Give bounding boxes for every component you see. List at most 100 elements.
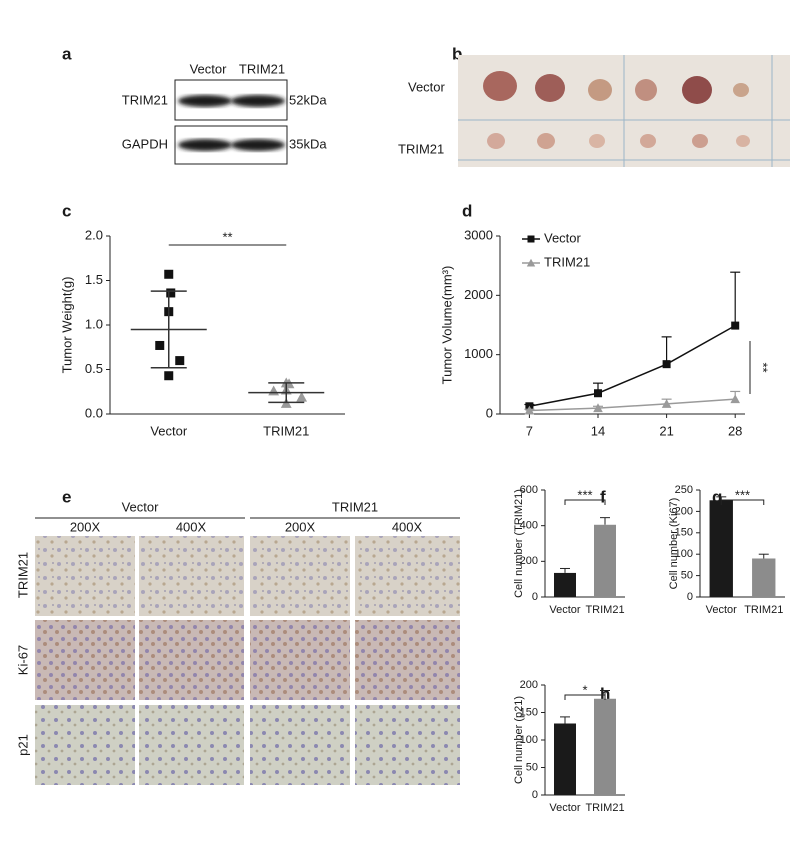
y-tick-label: 0.5 (85, 361, 103, 376)
data-point (155, 340, 165, 350)
y-tick-label: 1.0 (85, 316, 103, 331)
y-axis-label: Cell number (TRIM21) (513, 489, 525, 598)
row-label: Vector (408, 79, 446, 94)
y-tick-label: 0 (532, 789, 538, 801)
row-label: p21 (15, 734, 30, 756)
y-tick-label: 150 (520, 706, 538, 718)
y-tick-label: 1.5 (85, 272, 103, 287)
y-tick-label: 0.0 (85, 405, 103, 420)
bar (554, 723, 576, 795)
x-tick-label: 14 (591, 423, 605, 438)
y-tick-label: 100 (520, 734, 538, 746)
data-point (268, 385, 280, 396)
y-tick-label: 200 (675, 505, 693, 517)
micrograph-texture (355, 705, 460, 785)
x-tick-label: 7 (526, 423, 533, 438)
data-point (594, 389, 602, 398)
micrograph-texture (355, 536, 460, 616)
data-point (296, 391, 308, 402)
legend-marker (526, 258, 536, 267)
bar (594, 524, 616, 597)
significance-bracket (564, 499, 606, 505)
magnification: 200X (285, 519, 316, 534)
micrograph-texture (250, 536, 350, 616)
y-tick-label: 600 (520, 484, 538, 496)
x-tick-label: TRIM21 (263, 423, 309, 438)
magnification: 200X (70, 519, 101, 534)
x-tick-label: TRIM21 (744, 604, 783, 616)
micrograph-texture (139, 705, 244, 785)
bar (594, 698, 616, 795)
y-tick-label: 50 (681, 570, 693, 582)
charts: c Tumor Weight(g) 0.0 0.5 1.0 1.5 2.0 Vector TRI… (59, 201, 785, 814)
micrograph-texture (139, 620, 244, 700)
legend-label: Vector (544, 230, 582, 245)
blot-size: 35kDa (289, 136, 327, 151)
x-tick-label: Vector (549, 604, 581, 616)
significance: *** (735, 487, 750, 502)
y-tick-label: 50 (526, 761, 538, 773)
group-label: Vector (122, 499, 160, 514)
significance-bracket (564, 694, 606, 700)
data-point (730, 394, 740, 404)
group-label: TRIM21 (332, 499, 378, 514)
y-tick-label: 100 (675, 548, 693, 560)
data-point (164, 371, 174, 381)
y-tick-label: 250 (675, 484, 693, 496)
panel-letter: a (62, 44, 72, 63)
y-tick-label: 150 (675, 527, 693, 539)
panel-letter: c (62, 201, 71, 220)
y-axis-label: Tumor Volume(mm³) (439, 266, 454, 385)
row-label: TRIM21 (398, 141, 444, 156)
micrograph-texture (355, 620, 460, 700)
blot-size: 52kDa (289, 92, 327, 107)
lane-label: TRIM21 (239, 61, 285, 76)
micrograph-texture (35, 536, 135, 616)
panel-letter: e (62, 487, 71, 506)
data-point (661, 399, 672, 408)
panel-letter: b (452, 44, 462, 63)
micrograph-texture (250, 705, 350, 785)
data-point (164, 269, 174, 279)
x-tick-label: Vector (706, 604, 738, 616)
y-tick-label: 200 (520, 555, 538, 567)
data-point (593, 403, 603, 413)
series-line (529, 398, 736, 412)
magnification: 400X (176, 519, 207, 534)
data-point (524, 405, 535, 415)
y-tick-label: 3000 (464, 227, 493, 242)
tumor-photo (458, 55, 790, 167)
panel-letter: f (600, 487, 606, 506)
significance: * (582, 682, 587, 697)
data-point (166, 288, 176, 298)
x-tick-label: TRIM21 (585, 604, 624, 616)
y-axis-label: Cell number (Ki67) (668, 498, 680, 590)
legend-label: TRIM21 (544, 254, 590, 269)
x-tick-label: Vector (549, 802, 581, 814)
series-line (529, 324, 736, 408)
y-tick-label: 0 (532, 591, 538, 603)
lane-label: Vector (190, 61, 228, 76)
x-tick-label: 28 (728, 423, 742, 438)
row-label: TRIM21 (15, 552, 30, 598)
panel-letter: d (462, 201, 472, 220)
blot-label: GAPDH (122, 136, 168, 151)
significance: ** (222, 229, 232, 244)
y-tick-label: 2000 (464, 287, 493, 302)
y-tick-label: 200 (520, 679, 538, 691)
micrograph-texture (250, 620, 350, 700)
data-point (175, 356, 185, 366)
bar (709, 500, 733, 597)
x-tick-label: TRIM21 (585, 802, 624, 814)
y-tick-label: 1000 (464, 346, 493, 361)
bar (752, 558, 776, 597)
blot-label: TRIM21 (122, 92, 168, 107)
y-tick-label: 2.0 (85, 227, 103, 242)
bar (554, 572, 576, 597)
micrograph-texture (139, 536, 244, 616)
significance-bracket (720, 499, 765, 505)
magnification: 400X (392, 519, 423, 534)
micrographs (35, 536, 460, 785)
